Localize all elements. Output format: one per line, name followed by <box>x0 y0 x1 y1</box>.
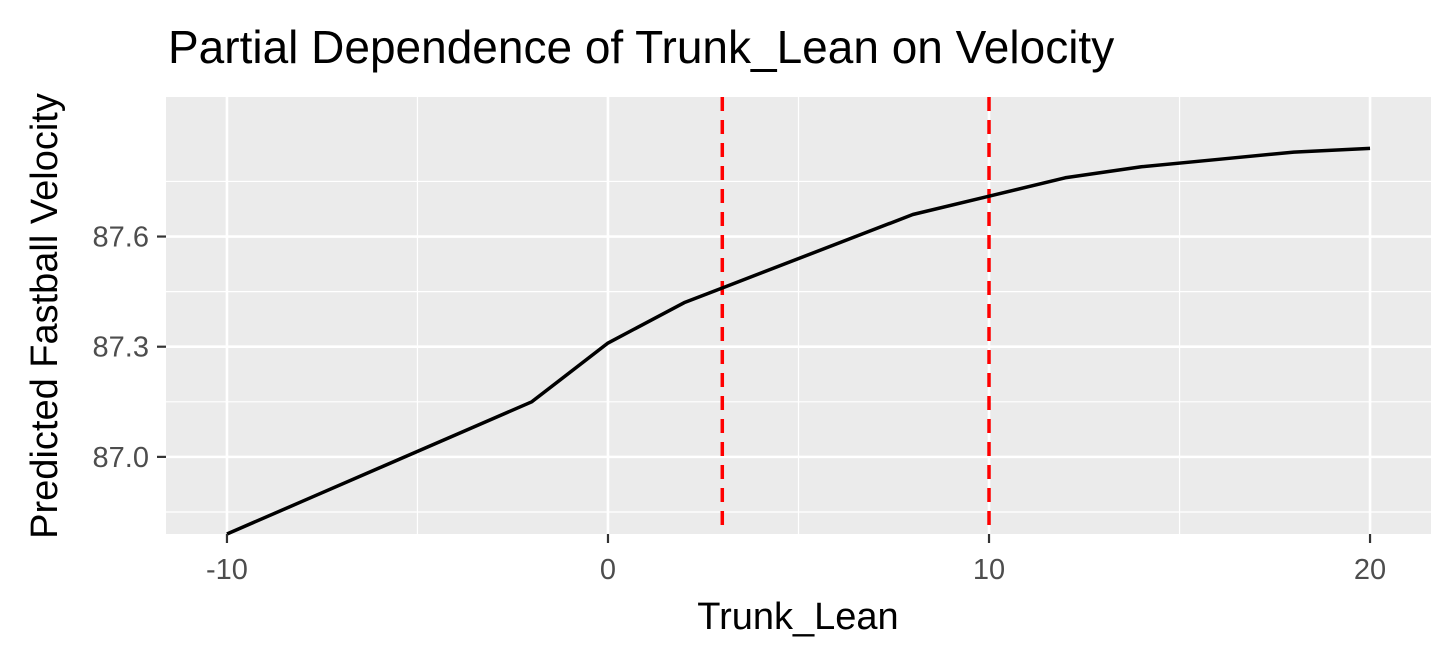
x-tick-label: 20 <box>1354 554 1386 586</box>
x-tick-label: -10 <box>206 554 248 586</box>
y-axis: 87.0 87.3 87.6 <box>93 222 166 474</box>
x-axis-title: Trunk_Lean <box>697 596 898 638</box>
x-axis: -10 0 10 20 <box>206 534 1386 586</box>
minor-gridlines <box>166 97 1431 534</box>
x-tick-label: 0 <box>600 554 616 586</box>
y-tick-label: 87.6 <box>93 222 149 254</box>
y-axis-title: Predicted Fastball Velocity <box>24 93 66 539</box>
x-tick-label: 10 <box>973 554 1005 586</box>
y-tick-label: 87.0 <box>93 442 149 474</box>
chart-title: Partial Dependence of Trunk_Lean on Velo… <box>168 21 1114 73</box>
series-line <box>226 146 1371 536</box>
y-tick-label: 87.3 <box>93 332 149 364</box>
series-group <box>226 146 1371 536</box>
reference-lines <box>720 97 991 534</box>
